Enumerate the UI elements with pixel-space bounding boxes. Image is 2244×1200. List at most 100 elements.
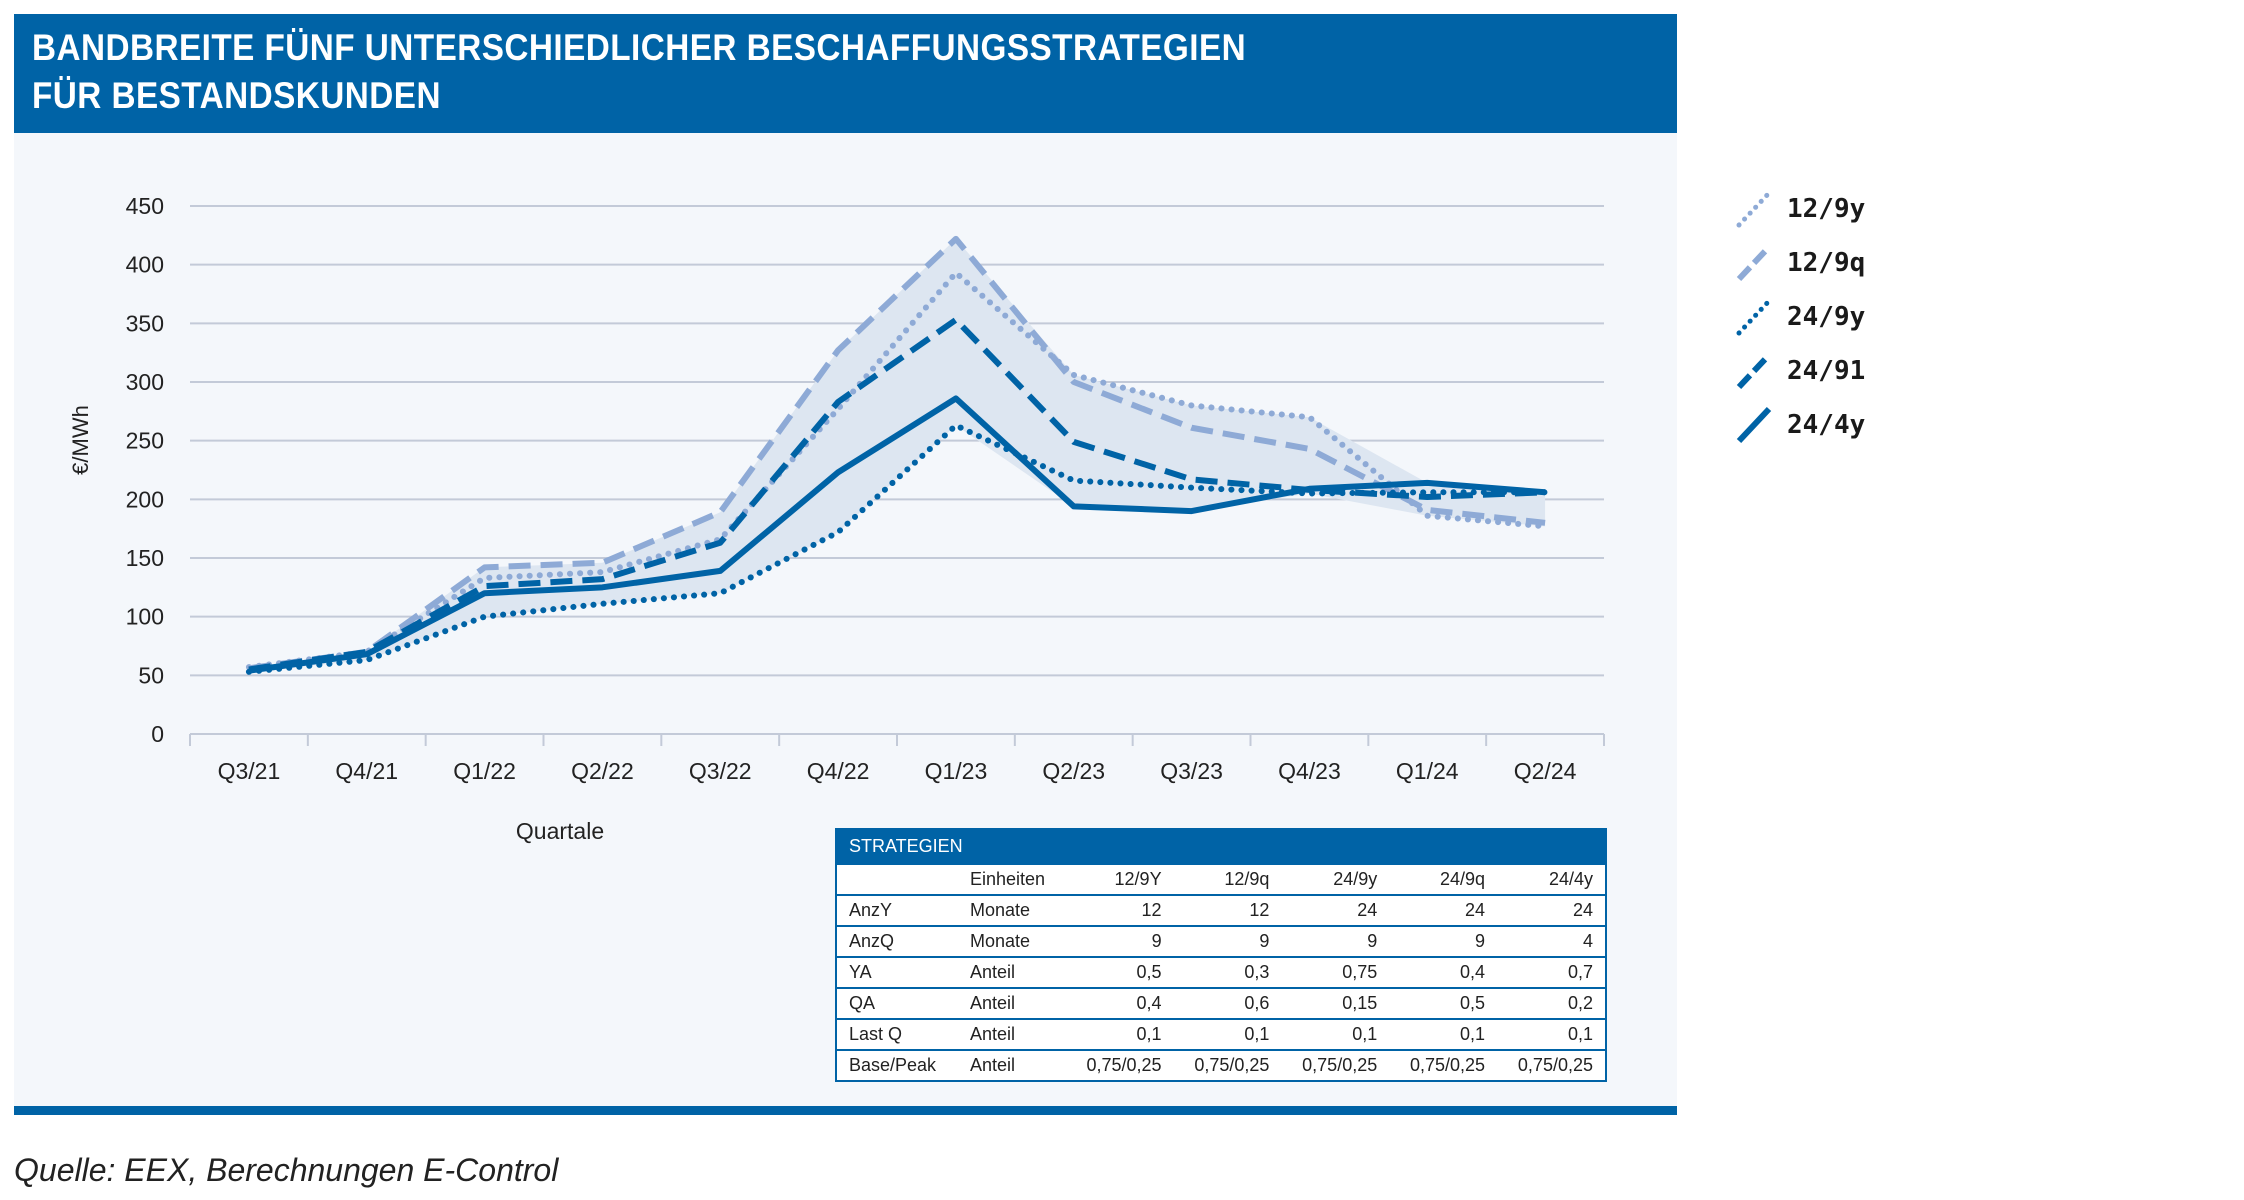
table-cell: 0,75/0,25	[1173, 1049, 1282, 1081]
series-line-12-9y	[245, 269, 1549, 671]
x-tick-label: Q3/23	[1160, 758, 1223, 784]
table-cell: 0,1	[1497, 1018, 1606, 1050]
series-line-24-91	[248, 316, 1546, 673]
y-tick-label: 200	[126, 486, 164, 512]
table-header-row: Einheiten 12/9Y 12/9q 24/9y 24/9q 24/4y	[836, 863, 1606, 895]
table-cell: 24/4y	[1497, 863, 1606, 895]
x-axis-label: Quartale	[516, 818, 604, 844]
table-cell: 12/9Y	[1065, 863, 1174, 895]
table-row: AnzY Monate 12 12 24 24 24	[836, 894, 1606, 926]
y-tick-label: 400	[126, 252, 164, 278]
table-cell: 12/9q	[1173, 863, 1282, 895]
table-cell: 9	[1065, 925, 1174, 957]
series-line-24-9y	[245, 422, 1549, 675]
table-cell: 0,3	[1173, 956, 1282, 988]
legend: 12/9y 12/9q 24/9y 24/91 24/4y	[1735, 182, 1865, 452]
table-cell: AnzY	[836, 894, 958, 926]
series-line-12-9q	[248, 235, 1546, 672]
x-tick-label: Q1/23	[925, 758, 988, 784]
table-cell: 0,5	[1389, 987, 1498, 1019]
table-cell: 0,1	[1281, 1018, 1390, 1050]
table-cell: 0,2	[1497, 987, 1606, 1019]
y-tick-label: 0	[151, 721, 164, 747]
table-cell: Anteil	[957, 1049, 1066, 1081]
x-tick-label: Q4/23	[1278, 758, 1341, 784]
table-row: QA Anteil 0,4 0,6 0,15 0,5 0,2	[836, 987, 1606, 1019]
legend-item: 24/9y	[1735, 290, 1865, 344]
source-note: Quelle: EEX, Berechnungen E-Control	[14, 1152, 559, 1188]
legend-swatch-24-4y	[1736, 406, 1772, 444]
chart-title-line-2: FÜR BESTANDSKUNDEN	[32, 75, 441, 116]
x-tick-label: Q1/24	[1396, 758, 1459, 784]
table-caption: STRATEGIEN	[836, 829, 1606, 864]
table-cell: YA	[836, 956, 958, 988]
legend-label: 24/4y	[1787, 410, 1866, 440]
table-cell: 0,75	[1281, 956, 1390, 988]
table-cell: Anteil	[957, 1018, 1066, 1050]
table-row: AnzQ Monate 9 9 9 9 4	[836, 925, 1606, 957]
bottom-rule	[14, 1106, 1677, 1115]
table-cell: AnzQ	[836, 925, 958, 957]
legend-label: 12/9q	[1787, 248, 1866, 278]
legend-label: 12/9y	[1787, 194, 1866, 224]
table-cell: 0,75/0,25	[1497, 1049, 1606, 1081]
table-cell: 0,15	[1281, 987, 1390, 1019]
table-cell: 24/9q	[1389, 863, 1498, 895]
table-cell: 0,75/0,25	[1065, 1049, 1174, 1081]
y-tick-label: 150	[126, 545, 164, 571]
legend-item: 24/91	[1735, 344, 1865, 398]
table-cell: 0,1	[1173, 1018, 1282, 1050]
y-tick-label: 350	[126, 310, 164, 336]
table-cell: Base/Peak	[836, 1049, 958, 1081]
table-cell: QA	[836, 987, 958, 1019]
chart-title-line-1: BANDBREITE FÜNF UNTERSCHIEDLICHER BESCHA…	[32, 27, 1247, 68]
range-band	[248, 238, 1546, 672]
x-tick-label: Q2/23	[1042, 758, 1105, 784]
table-cell: 12	[1173, 894, 1282, 926]
legend-item: 12/9y	[1735, 182, 1865, 236]
series-line-24-4y	[248, 395, 1546, 674]
table-cell: Last Q	[836, 1018, 958, 1050]
y-tick-label: 100	[126, 604, 164, 630]
table-cell: Monate	[957, 894, 1066, 926]
table-cell: 24	[1281, 894, 1390, 926]
table-cell: 0,7	[1497, 956, 1606, 988]
table-cell: 0,75/0,25	[1389, 1049, 1498, 1081]
x-tick-label: Q3/22	[689, 758, 752, 784]
table-cell: 0,4	[1389, 956, 1498, 988]
x-tick-label: Q4/22	[807, 758, 870, 784]
table-row: Last Q Anteil 0,1 0,1 0,1 0,1 0,1	[836, 1018, 1606, 1050]
table-cell: 24/9y	[1281, 863, 1390, 895]
legend-swatch-24-9y	[1736, 298, 1772, 336]
table-cell: 0,5	[1065, 956, 1174, 988]
legend-label: 24/9y	[1787, 302, 1866, 332]
legend-label: 24/91	[1787, 356, 1866, 386]
table-cell: 12	[1065, 894, 1174, 926]
table-row: YA Anteil 0,5 0,3 0,75 0,4 0,7	[836, 956, 1606, 988]
table-cell: 0,4	[1065, 987, 1174, 1019]
table-cell: 24	[1497, 894, 1606, 926]
x-tick-label: Q2/22	[571, 758, 634, 784]
table-cell: 24	[1389, 894, 1498, 926]
y-tick-label: 300	[126, 369, 164, 395]
y-tick-label: 450	[126, 193, 164, 219]
x-tick-label: Q1/22	[453, 758, 516, 784]
x-tick-label: Q3/21	[218, 758, 281, 784]
x-tick-label: Q2/24	[1514, 758, 1577, 784]
y-tick-label: 50	[138, 662, 164, 688]
table-cell	[836, 863, 958, 895]
table-cell: 9	[1173, 925, 1282, 957]
table-cell: 0,1	[1065, 1018, 1174, 1050]
table-cell: 4	[1497, 925, 1606, 957]
x-tick-label: Q4/21	[335, 758, 398, 784]
table-cell: Anteil	[957, 987, 1066, 1019]
table-cell: 0,1	[1389, 1018, 1498, 1050]
table-cell: 9	[1389, 925, 1498, 957]
table-cell: 0,75/0,25	[1281, 1049, 1390, 1081]
title-bar: BANDBREITE FÜNF UNTERSCHIEDLICHER BESCHA…	[14, 14, 1677, 133]
table-row: Base/Peak Anteil 0,75/0,25 0,75/0,25 0,75/0,…	[836, 1049, 1606, 1081]
legend-swatch-12-9q	[1736, 244, 1772, 282]
table-cell: Einheiten	[957, 863, 1066, 895]
legend-swatch-24-91	[1736, 352, 1772, 390]
legend-item: 12/9q	[1735, 236, 1865, 290]
